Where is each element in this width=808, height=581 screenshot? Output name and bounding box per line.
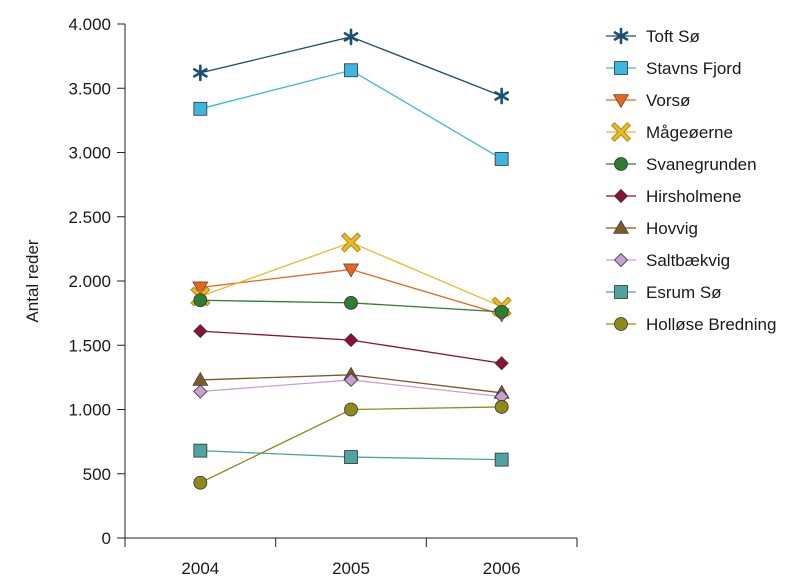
legend-marker [612,94,630,109]
data-point [193,324,208,339]
data-point [494,152,509,166]
series-esrum-s- [193,443,509,467]
legend-item[interactable]: Svanegrunden [606,155,757,174]
y-tick-label: 1.500 [68,336,111,355]
legend-marker [614,285,628,299]
x-tick-label: 2006 [483,559,521,578]
data-point [344,402,358,417]
y-axis-title: Antal reder [23,239,42,322]
series-layer [190,28,512,490]
x-tick-label: 2005 [332,559,370,578]
data-point [343,372,359,388]
y-tick-label: 2.000 [68,272,111,291]
legend-item[interactable]: Esrum Sø [606,283,722,302]
data-point [494,356,509,371]
legend-label: Hovvig [646,219,698,238]
legend-marker [613,188,629,204]
data-point [192,64,208,82]
data-point [494,304,509,319]
legend-marker [614,61,628,75]
data-point [340,232,362,253]
data-point [193,475,208,490]
legend-item[interactable]: Vorsø [606,91,690,110]
data-point [193,293,208,308]
series-svanegrunden [193,293,509,319]
data-point [343,28,359,46]
x-tick-label: 2004 [181,559,219,578]
series-saltb-kvig [193,372,509,404]
data-point [494,87,510,105]
data-point [344,450,358,464]
legend-label: Holløse Bredning [646,315,776,334]
y-tick-label: 3.500 [68,79,111,98]
data-point [343,333,359,348]
legend-marker [612,219,630,234]
data-point [342,263,360,278]
legend-item[interactable]: Toft Sø [606,27,700,46]
legend-marker [613,27,629,45]
legend-label: Hirsholmene [646,187,741,206]
legend[interactable]: Toft Sø Stavns Fjord Vorsø Mågeøerne Svanegr… [606,27,776,334]
data-point [494,452,509,467]
data-point [344,63,358,78]
data-point [193,443,208,458]
legend-label: Esrum Sø [646,283,722,302]
y-tick-label: 2.500 [68,208,111,227]
data-point [192,371,209,386]
series-holl-se-bredning [193,400,509,490]
series-toft-s- [192,28,510,105]
legend-label: Stavns Fjord [646,59,741,78]
data-point [193,384,208,399]
legend-label: Mågeøerne [646,123,733,142]
legend-marker [614,157,628,171]
x-axis-ticks: 2004 2005 2006 [124,538,578,578]
y-tick-label: 500 [83,465,111,484]
series-line [200,69,502,160]
y-tick-label: 4.000 [68,15,111,34]
data-point [193,101,208,116]
y-tick-label: 1.000 [68,401,111,420]
series-hirsholmene [193,324,509,371]
legend-item[interactable]: Stavns Fjord [606,59,741,78]
legend-label: Saltbækvig [646,251,730,270]
y-tick-label: 0 [102,529,111,548]
data-point [494,400,509,414]
series-line [200,406,502,484]
legend-marker [610,121,632,143]
legend-item[interactable]: Mågeøerne [606,121,733,143]
data-point [192,281,209,296]
legend-item[interactable]: Saltbækvig [606,251,730,270]
legend-label: Toft Sø [646,27,700,46]
y-tick-label: 3.000 [68,144,111,163]
legend-item[interactable]: Hirsholmene [606,187,741,206]
series-vors- [192,263,510,323]
legend-marker [614,317,628,331]
series-stavns-fjord [193,63,509,166]
legend-label: Vorsø [646,91,690,110]
legend-item[interactable]: Holløse Bredning [606,315,776,334]
data-point [344,295,358,310]
y-axis-ticks: 0 500 1.000 1.500 2.000 2.500 3.000 3.500 4.000 [68,15,125,548]
legend-label: Svanegrunden [646,155,757,174]
legend-marker [613,252,629,268]
legend-item[interactable]: Hovvig [606,219,698,238]
